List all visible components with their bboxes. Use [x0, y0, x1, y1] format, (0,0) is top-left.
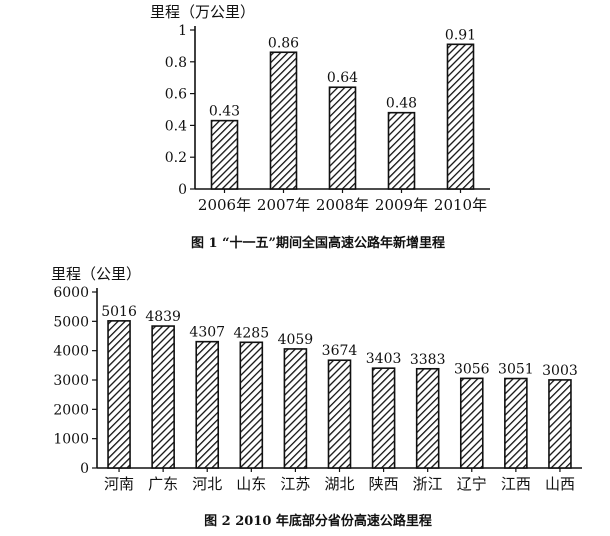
y-tick-label: 1000 — [53, 432, 89, 448]
x-tick-label: 河南 — [104, 475, 134, 493]
x-tick-label: 江苏 — [280, 475, 310, 493]
x-tick-label: 辽宁 — [457, 475, 487, 493]
bar — [446, 43, 475, 190]
x-tick-label: 陕西 — [369, 475, 399, 493]
bar — [387, 111, 416, 190]
bar — [269, 51, 298, 190]
bar-value-label: 0.86 — [268, 35, 299, 51]
bar-value-label: 3383 — [410, 352, 446, 368]
bar-value-label: 0.43 — [209, 104, 240, 120]
bar — [328, 86, 357, 190]
chart-1-ylabel: 里程（万公里） — [150, 3, 255, 21]
bar-value-label: 3051 — [498, 362, 534, 378]
x-tick-label: 湖北 — [324, 475, 354, 493]
chart-2-ylabel: 里程（公里） — [51, 265, 141, 283]
x-tick-label: 2007年 — [257, 196, 310, 214]
bar-value-label: 3056 — [454, 361, 490, 377]
y-tick-label: 3000 — [53, 373, 89, 389]
chart-2-caption: 图 2 2010 年底部分省份高速公路里程 — [204, 513, 432, 529]
bar — [210, 119, 239, 190]
bar-value-label: 0.91 — [445, 27, 476, 43]
x-tick-label: 江西 — [501, 475, 531, 493]
x-tick-label: 2006年 — [198, 196, 251, 214]
x-tick-label: 山东 — [236, 475, 266, 493]
bar — [548, 379, 572, 469]
y-tick-label: 6000 — [53, 285, 89, 301]
bar — [459, 377, 484, 469]
y-tick-label: 0 — [178, 182, 187, 198]
y-tick-label: 0.4 — [165, 118, 187, 134]
x-tick-label: 浙江 — [413, 475, 443, 493]
chart-1-bars: 0.43 0.86 0.64 0.48 0.91 — [209, 27, 476, 190]
chart-2-bars: 5016 4839 4307 4285 4059 3674 3403 3383 3056 3051… — [101, 304, 578, 469]
bar — [371, 367, 396, 469]
bar-value-label: 3674 — [322, 343, 358, 359]
bar — [504, 377, 528, 469]
bar-value-label: 4285 — [233, 325, 269, 341]
bar-value-label: 3403 — [366, 351, 402, 367]
bar — [415, 367, 440, 469]
y-tick-label: 0.8 — [165, 55, 187, 71]
y-tick-label: 4000 — [53, 344, 89, 360]
bar — [195, 340, 220, 469]
y-tick-label: 0 — [80, 461, 89, 477]
bar — [239, 341, 264, 469]
y-tick-label: 2000 — [53, 402, 89, 418]
x-tick-label: 2008年 — [316, 196, 369, 214]
x-tick-label: 2009年 — [375, 196, 428, 214]
bar — [151, 325, 175, 469]
bar-value-label: 3003 — [542, 363, 578, 379]
x-tick-label: 山西 — [545, 475, 575, 493]
bar — [283, 348, 308, 469]
chart-2: 里程（公里） 0 1000 2000 3000 4000 5000 6000 河南 广东 河北 山东… — [51, 265, 582, 529]
bar-value-label: 0.64 — [327, 70, 358, 86]
x-tick-label: 广东 — [148, 475, 178, 493]
bar — [327, 359, 352, 469]
chart-1-axes: 0 0.2 0.4 0.6 0.8 1 2006年 2007年 2008年 2009年 2010年 — [165, 23, 490, 214]
bar-value-label: 4839 — [145, 309, 181, 325]
chart-1-caption: 图 1 “十一五”期间全国高速公路年新增里程 — [191, 235, 445, 251]
y-tick-label: 0.2 — [165, 150, 187, 166]
bar-value-label: 0.48 — [386, 96, 417, 112]
bar-value-label: 4307 — [189, 325, 225, 341]
bar-value-label: 5016 — [101, 304, 137, 320]
y-tick-label: 1 — [178, 23, 187, 39]
x-tick-label: 2010年 — [434, 196, 487, 214]
y-tick-label: 0.6 — [165, 87, 187, 103]
bar-value-label: 4059 — [278, 332, 314, 348]
y-tick-label: 5000 — [53, 314, 89, 330]
bar — [107, 320, 131, 469]
x-tick-label: 河北 — [192, 475, 222, 493]
chart-1: 里程（万公里） 0 0.2 0.4 0.6 0.8 1 2006年 2007年 2008年 200… — [150, 3, 490, 251]
